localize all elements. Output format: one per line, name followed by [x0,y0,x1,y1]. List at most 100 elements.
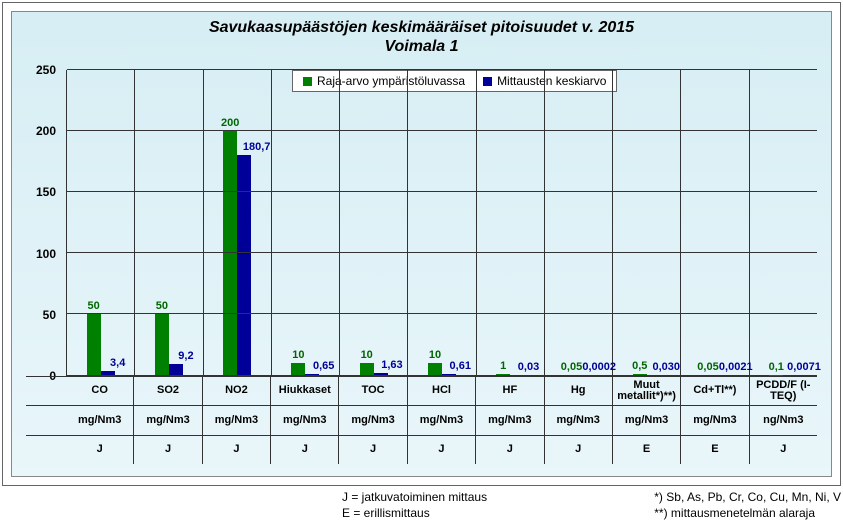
category-column: 0,5 0,030 [613,70,681,375]
x-category-unit: mg/Nm3 [408,405,475,434]
bar-meas: 1,63 [374,373,388,375]
x-category: Muut metallit*)**)mg/Nm3E [613,376,681,464]
category-column: 10,03 [477,70,545,375]
bar-pair: 0,50,030 [633,70,661,375]
bar-pair: 503,4 [87,70,115,375]
x-category-unit: mg/Nm3 [681,405,748,434]
bar-pair: 10,03 [496,70,524,375]
x-category-name: Hiukkaset [271,376,338,405]
bar-meas-label: 180,7 [243,141,271,153]
x-category-name: SO2 [134,376,201,405]
bar-limit-label: 200 [221,117,239,129]
bar-limit-label: 0,5 [632,360,647,372]
bar-pair: 100,65 [291,70,319,375]
y-tick: 200 [36,124,56,138]
bar-meas-label: 0,65 [313,360,334,372]
x-category-method: J [134,435,201,464]
y-tick: 150 [36,185,56,199]
x-category-unit: mg/Nm3 [271,405,338,434]
title-line1: Savukaasupäästöjen keskimääräiset pitois… [209,19,634,36]
y-tick: 50 [43,308,56,322]
x-category-unit: mg/Nm3 [66,405,133,434]
gridline [67,252,817,253]
bar-meas: 0,65 [305,374,319,375]
bar-meas-label: 1,63 [381,359,402,371]
x-category-unit: mg/Nm3 [339,405,406,434]
title-line2: Voimala 1 [384,38,458,55]
bars-row: 503,4509,2200180,7100,65101,63100,6110,0… [67,70,817,375]
x-category-method: J [66,435,133,464]
bar-pair: 0,050,0002 [564,70,592,375]
category-column: 200180,7 [204,70,272,375]
category-column: 509,2 [135,70,203,375]
x-category-name: HCl [408,376,475,405]
x-category-unit: mg/Nm3 [613,405,680,434]
footnotes: J = jatkuvatoiminen mittaus *) Sb, As, P… [2,490,841,520]
x-category-method: J [339,435,406,464]
footnote-dstar: **) mittausmenetelmän alaraja [654,506,841,520]
x-category-unit: mg/Nm3 [134,405,201,434]
bar-meas-label: 0,61 [450,360,471,372]
category-column: 0,050,0002 [545,70,613,375]
bar-limit: 50 [87,314,101,375]
category-column: 0,050,0021 [681,70,749,375]
bar-meas: 0,61 [442,374,456,375]
bar-meas-label: 3,4 [110,357,125,369]
category-column: 100,61 [408,70,476,375]
x-category: COmg/Nm3J [66,376,134,464]
bar-meas: 3,4 [101,371,115,375]
bar-pair: 101,63 [360,70,388,375]
footnote-J: J = jatkuvatoiminen mittaus [2,490,487,504]
bar-limit-label: 1 [500,360,506,372]
x-category-name: HF [476,376,543,405]
category-column: 101,63 [340,70,408,375]
chart-body: 050100150200250 503,4509,2200180,7100,65… [26,70,817,464]
bar-meas-label: 0,030 [652,361,680,373]
gridline [67,130,817,131]
category-column: 0,10,0071 [750,70,817,375]
gridline [67,69,817,70]
x-category: TOCmg/Nm3J [339,376,407,464]
bar-limit: 10 [360,363,374,375]
bar-limit-label: 10 [361,349,373,361]
x-category: PCDD/F (I-TEQ)ng/Nm3J [750,376,817,464]
bar-limit: 200 [223,131,237,375]
x-category-method: E [681,435,748,464]
bar-limit-label: 0,1 [769,361,784,373]
x-category-name: TOC [339,376,406,405]
bar-limit-label: 50 [88,300,100,312]
x-category-unit: mg/Nm3 [476,405,543,434]
bar-meas-label: 0,0021 [719,361,753,373]
x-category-method: J [476,435,543,464]
x-category: HClmg/Nm3J [408,376,476,464]
x-category-method: J [271,435,338,464]
bar-limit: 0,5 [633,374,647,375]
x-category: Hgmg/Nm3J [545,376,613,464]
bar-limit-label: 0,05 [697,361,718,373]
bar-pair: 200180,7 [223,70,251,375]
gridline [67,313,817,314]
bar-limit: 10 [428,363,442,375]
gridline [67,191,817,192]
bar-meas: 9,2 [169,364,183,375]
x-category: NO2mg/Nm3J [203,376,271,464]
x-category-method: E [613,435,680,464]
bar-meas-label: 0,03 [518,361,539,373]
x-category: Cd+Tl**)mg/Nm3E [681,376,749,464]
x-category: Hiukkasetmg/Nm3J [271,376,339,464]
bar-limit-label: 0,05 [561,361,582,373]
bar-pair: 100,61 [428,70,456,375]
x-category-unit: mg/Nm3 [203,405,270,434]
bar-limit: 50 [155,314,169,375]
x-category: HFmg/Nm3J [476,376,544,464]
bar-meas-label: 9,2 [178,350,193,362]
x-category-unit: ng/Nm3 [750,405,817,434]
bar-limit-label: 10 [292,349,304,361]
y-axis: 050100150200250 [26,70,62,376]
x-category-method: J [750,435,817,464]
footnote-star: *) Sb, As, Pb, Cr, Co, Cu, Mn, Ni, V [654,490,841,504]
chart-container: Savukaasupäästöjen keskimääräiset pitois… [2,2,841,486]
bar-meas: 180,7 [237,155,251,375]
bar-meas-label: 0,0002 [582,361,616,373]
chart-title: Savukaasupäästöjen keskimääräiset pitois… [12,12,831,56]
